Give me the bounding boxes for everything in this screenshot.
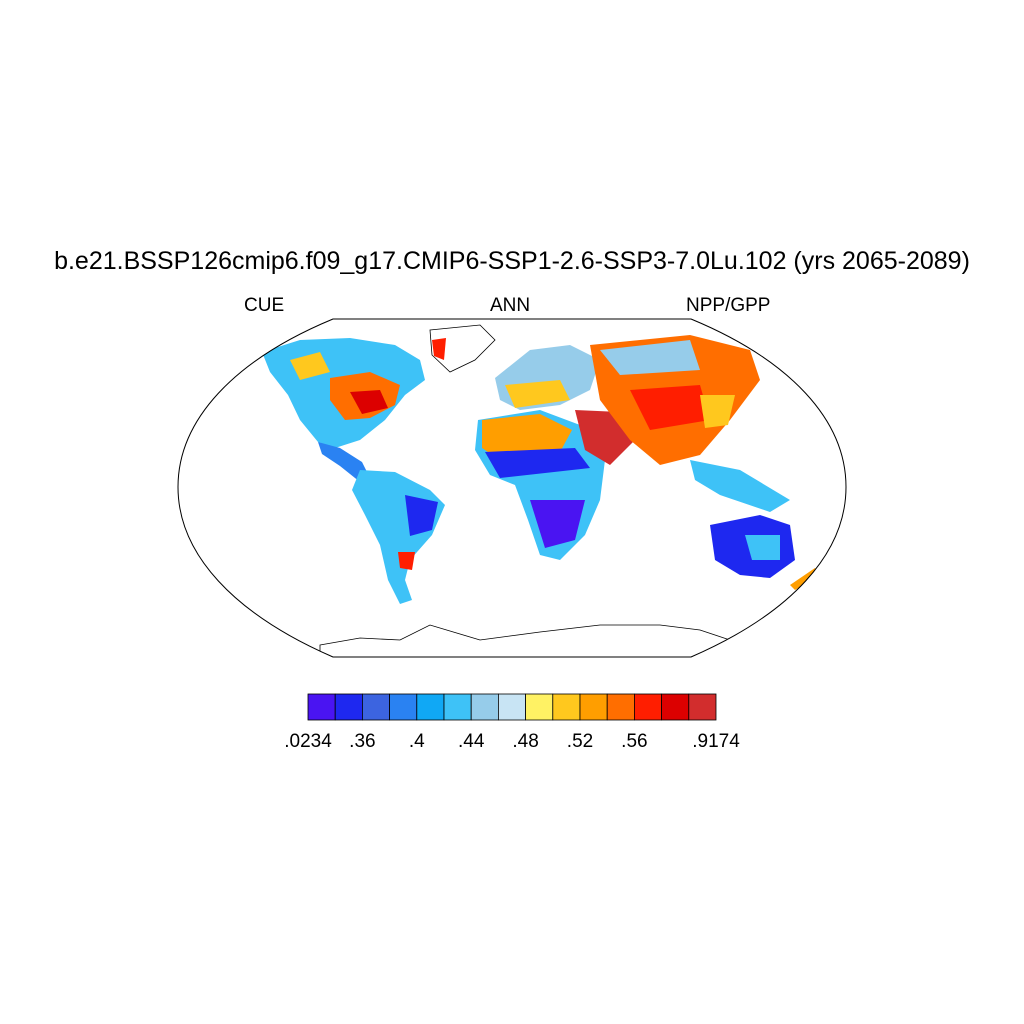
colorbar-swatch: [361, 693, 390, 721]
colorbar-swatch: [579, 693, 608, 721]
asia-red-patch: [630, 385, 710, 430]
colorbar-tick-label: .4: [408, 731, 425, 752]
colorbar-swatch: [525, 693, 554, 721]
antarctica-outline: [319, 624, 731, 657]
australia-light-patch: [745, 535, 780, 560]
colorbar-swatch: [606, 693, 635, 721]
colorbar-tick-label: .48: [512, 731, 539, 752]
colorbar-swatch: [389, 693, 418, 721]
asia-north-patch: [600, 340, 700, 375]
southeast-asia-region: [690, 460, 790, 512]
colorbar-swatch: [497, 693, 526, 721]
africa-sahel-band: [485, 448, 590, 478]
colorbar-tick-label: .52: [566, 731, 594, 752]
colorbar-tick-label: .0234: [284, 731, 332, 752]
europe-orange-band: [505, 380, 570, 408]
units-label: NPP/GPP: [686, 295, 771, 316]
north-america-yellow-patch: [290, 352, 330, 380]
south-america-red-patch: [398, 552, 415, 570]
north-america-red-patch: [350, 390, 388, 414]
colorbar-swatch: [416, 693, 445, 721]
greenland-edge-patch: [432, 338, 446, 360]
south-america-blue-patch: [405, 495, 438, 536]
africa-sahara-patch: [482, 414, 572, 460]
africa-south-patch: [530, 500, 585, 548]
greenland-outline: [429, 324, 496, 373]
colorbar-swatch: [307, 693, 336, 721]
season-label: ANN: [490, 295, 531, 316]
map-border: [177, 318, 847, 658]
colorbar-swatch: [634, 693, 663, 721]
map-title: b.e21.BSSP126cmip6.f09_g17.CMIP6-SSP1-2.…: [54, 247, 970, 275]
colorbar-tick-label: .36: [349, 731, 376, 752]
central-america-region: [318, 442, 370, 482]
colorbar-swatch: [334, 693, 363, 721]
colorbar-swatch: [688, 693, 717, 721]
colorbar-tick-label: .56: [621, 731, 648, 752]
colorbar-swatch: [470, 693, 499, 721]
land-data-field: [262, 324, 820, 657]
colorbar-tick-label: .9174: [692, 731, 740, 752]
colorbar-swatch: [661, 693, 690, 721]
variable-label: CUE: [244, 295, 285, 316]
asia-yellow-patch: [700, 395, 735, 428]
colorbar-swatch: [443, 693, 472, 721]
colorbar-tick-label: .44: [457, 731, 485, 752]
colorbar-swatch: [552, 693, 581, 721]
